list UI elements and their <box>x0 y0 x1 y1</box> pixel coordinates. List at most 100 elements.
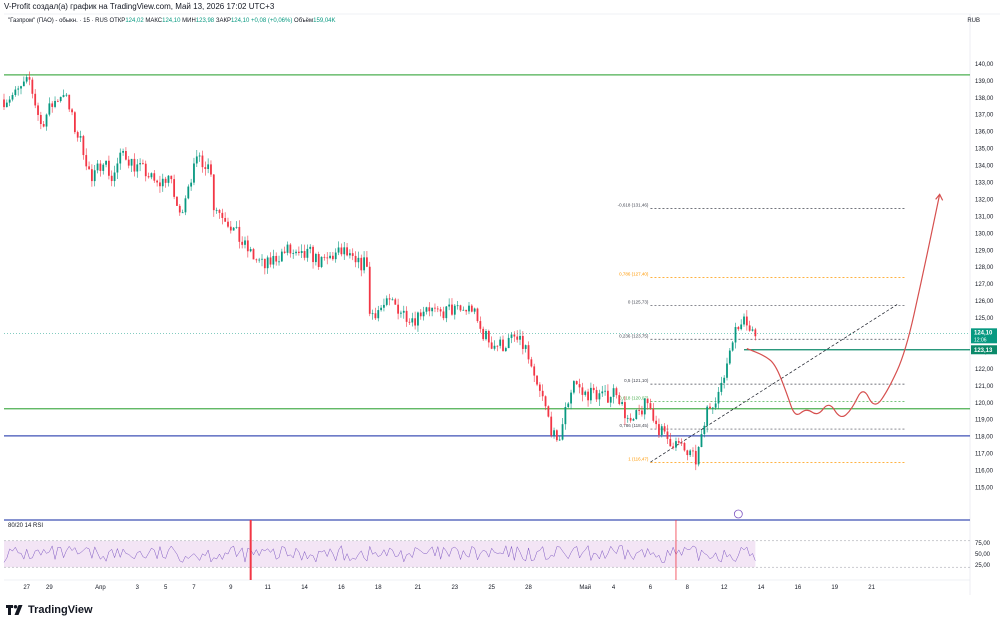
candle-body <box>79 136 82 138</box>
price-tick-label: 116,00 <box>975 469 994 475</box>
candle-body <box>550 416 553 436</box>
price-tick-label: 131,00 <box>975 214 994 220</box>
candle-body <box>297 251 300 254</box>
candle-body <box>363 257 365 271</box>
candle-body <box>320 256 323 267</box>
candle-body <box>212 174 215 211</box>
candle-body <box>88 166 90 170</box>
candle-body <box>56 100 59 102</box>
candle-body <box>37 105 39 115</box>
fib-level-label: 0,5 (121,10) <box>624 378 649 383</box>
candle-body <box>93 170 96 182</box>
candle-body <box>11 95 14 100</box>
candle-body <box>553 430 555 436</box>
time-tick-label: Апр <box>95 585 106 591</box>
volume-label: Объём <box>294 18 314 24</box>
time-tick-label: 6 <box>649 585 653 591</box>
candle-body <box>142 163 144 164</box>
time-tick-label: Май <box>579 584 591 591</box>
candle-body <box>723 377 726 383</box>
fib-level-label: 1 (116,47) <box>628 457 649 462</box>
candle-body <box>581 387 584 395</box>
candle-body <box>198 155 201 157</box>
candle-body <box>176 196 178 206</box>
candle-body <box>649 403 652 409</box>
candle-body <box>692 450 694 452</box>
rsi-tick-label: 25,00 <box>975 563 991 569</box>
rsi-tick-label: 75,00 <box>975 541 991 547</box>
time-tick-label: 21 <box>868 585 875 591</box>
candle-body <box>133 158 136 172</box>
candle-body <box>76 132 79 138</box>
symbol-name: "Газпром" (ПАО) - обыкн. · 15 · RUS <box>8 18 108 24</box>
candle-body <box>28 77 31 80</box>
candle-body <box>125 151 127 160</box>
candle-body <box>184 198 187 213</box>
candle-body <box>465 309 468 312</box>
candle-body <box>507 337 510 349</box>
candle-body <box>706 406 709 426</box>
time-tick-label: 12 <box>721 585 728 591</box>
time-tick-label: 8 <box>686 585 690 591</box>
candle-body <box>459 305 462 311</box>
candle-body <box>612 388 615 397</box>
candle-body <box>748 325 751 331</box>
candle-body <box>306 248 309 258</box>
candle-body <box>300 251 303 254</box>
candle-body <box>570 392 572 404</box>
candle-body <box>122 151 124 153</box>
candle-body <box>275 255 278 262</box>
candle-body <box>473 308 476 312</box>
candle-body <box>652 408 655 421</box>
candle-body <box>314 254 317 263</box>
candle-body <box>337 247 340 253</box>
level-price-tag-label: 123,13 <box>974 348 993 354</box>
candle-body <box>261 258 263 260</box>
rsi-indicator-label[interactable]: 80/20 14 RSI <box>8 523 44 529</box>
candle-body <box>703 425 706 435</box>
price-tick-label: 115,00 <box>975 486 994 492</box>
fib-level-label: -0,618 (131,46) <box>618 203 649 208</box>
candle-body <box>54 100 56 107</box>
candle-body <box>357 257 360 263</box>
time-tick-label: 27 <box>23 585 30 591</box>
candle-body <box>159 182 161 187</box>
candle-body <box>555 430 558 441</box>
candles-group <box>3 71 757 471</box>
candle-body <box>561 424 564 440</box>
candle-body <box>71 109 73 113</box>
candle-body <box>675 441 677 448</box>
candle-body <box>82 136 85 156</box>
tradingview-brand[interactable]: TradingView <box>6 604 93 616</box>
candle-body <box>402 310 405 313</box>
candle-body <box>743 316 745 325</box>
candle-body <box>615 388 618 396</box>
candle-body <box>521 335 524 349</box>
candle-body <box>215 209 218 211</box>
candle-body <box>283 251 286 253</box>
candle-body <box>686 450 689 456</box>
rsi-tick-label: 50,00 <box>975 552 991 558</box>
forecast-curve <box>746 194 941 418</box>
price-tick-label: 139,00 <box>975 79 994 85</box>
time-tick-label: 5 <box>164 585 168 591</box>
candle-body <box>663 426 666 432</box>
candle-body <box>119 152 122 164</box>
candle-body <box>193 163 195 183</box>
candle-body <box>564 406 567 425</box>
candle-body <box>147 176 150 178</box>
candle-body <box>400 312 402 314</box>
price-tick-label: 138,00 <box>975 96 994 102</box>
volume-value: 159,04K <box>313 18 336 24</box>
candle-body <box>235 226 238 228</box>
candle-body <box>136 164 139 172</box>
candle-body <box>533 366 536 376</box>
candle-body <box>221 212 224 218</box>
candle-body <box>207 164 210 169</box>
candle-body <box>672 446 675 448</box>
fib-level-label: 0,786 (127,40) <box>619 271 649 276</box>
candle-body <box>3 99 5 108</box>
candle-body <box>127 159 130 166</box>
candle-body <box>153 173 156 181</box>
